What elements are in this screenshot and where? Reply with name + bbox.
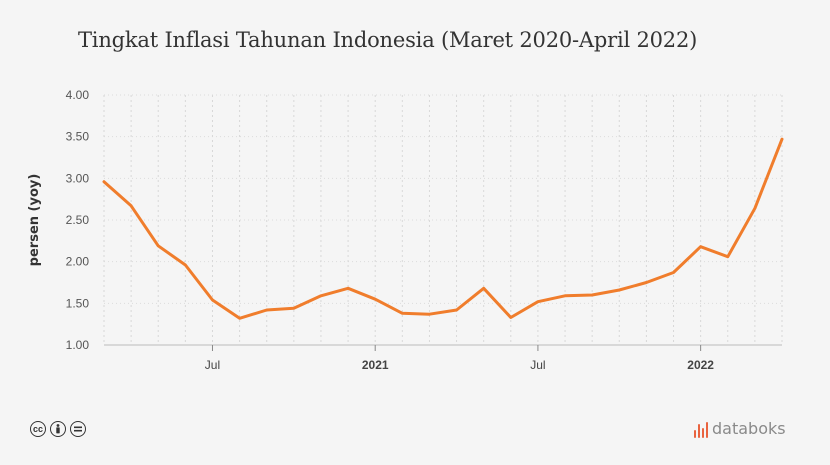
attribution-icon bbox=[50, 421, 66, 437]
data-point bbox=[564, 294, 567, 297]
chart-title: Tingkat Inflasi Tahunan Indonesia (Maret… bbox=[78, 28, 698, 52]
y-tick-label: 3.00 bbox=[66, 171, 90, 185]
data-point bbox=[699, 245, 702, 248]
data-point bbox=[238, 317, 241, 320]
series-line bbox=[102, 137, 784, 320]
data-point bbox=[455, 309, 458, 311]
line-chart: 1.00 1.50 2.00 2.50 3.00 3.50 4.00 Jul 2021 Jul 20… bbox=[27, 88, 784, 372]
data-point bbox=[591, 294, 594, 296]
data-point bbox=[211, 299, 214, 301]
y-tick-label: 3.50 bbox=[66, 130, 90, 144]
y-tick-label: 2.50 bbox=[66, 213, 90, 227]
data-point bbox=[753, 207, 756, 210]
data-point bbox=[781, 138, 783, 141]
data-point bbox=[184, 264, 187, 266]
data-point bbox=[103, 180, 105, 183]
y-axis-label: persen (yoy) bbox=[27, 174, 42, 267]
y-tick-label: 2.00 bbox=[66, 255, 90, 269]
data-point bbox=[130, 204, 133, 207]
data-point bbox=[374, 298, 377, 301]
data-point bbox=[401, 312, 404, 315]
data-point bbox=[319, 294, 322, 297]
brand-logo: databoks bbox=[694, 419, 786, 438]
data-point bbox=[645, 281, 648, 284]
data-point bbox=[726, 255, 729, 258]
x-tick-label: Jul bbox=[530, 358, 545, 372]
data-point bbox=[509, 316, 512, 319]
data-point bbox=[618, 289, 621, 291]
data-point bbox=[672, 271, 675, 274]
y-tick-label: 4.00 bbox=[66, 88, 90, 102]
data-point bbox=[536, 300, 539, 303]
y-tick-label: 1.00 bbox=[66, 338, 90, 352]
databoks-logo-icon bbox=[694, 420, 708, 438]
data-point bbox=[292, 307, 295, 310]
brand-name: databoks bbox=[712, 419, 786, 438]
cc-icon: cc bbox=[30, 421, 46, 437]
x-tick-label: 2021 bbox=[362, 358, 389, 372]
data-point bbox=[428, 313, 431, 316]
x-tick-label: Jul bbox=[205, 358, 220, 372]
no-derivatives-icon bbox=[70, 421, 86, 437]
y-tick-label: 1.50 bbox=[66, 296, 90, 310]
license-icons: cc bbox=[30, 421, 86, 437]
data-point bbox=[265, 309, 268, 311]
data-point bbox=[157, 244, 160, 247]
x-tick-label: 2022 bbox=[687, 358, 714, 372]
data-point bbox=[347, 287, 350, 290]
data-point bbox=[482, 287, 485, 290]
